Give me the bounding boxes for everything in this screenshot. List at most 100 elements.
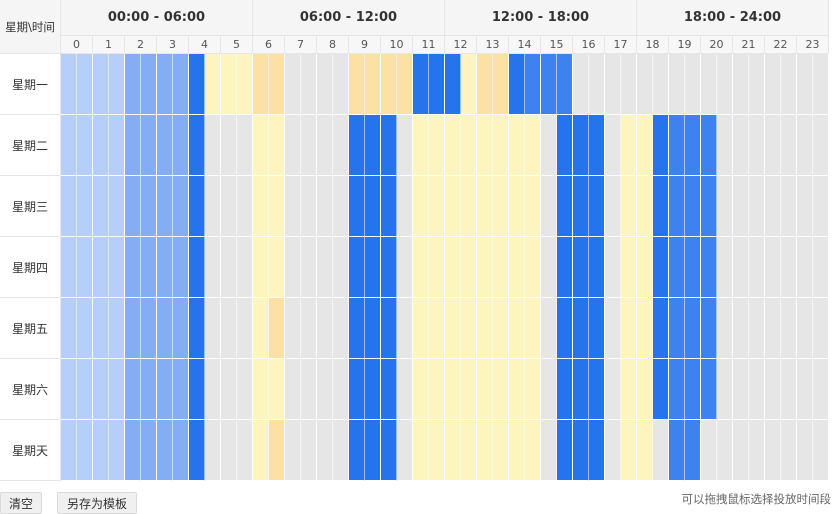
time-slot[interactable] — [77, 237, 93, 298]
time-slot[interactable] — [285, 115, 301, 176]
time-slot[interactable] — [445, 420, 461, 481]
time-slot[interactable] — [253, 298, 269, 359]
time-slot[interactable] — [301, 237, 317, 298]
time-slot[interactable] — [333, 359, 349, 420]
time-slot[interactable] — [477, 420, 493, 481]
time-slot[interactable] — [109, 420, 125, 481]
time-slot[interactable] — [557, 237, 573, 298]
time-slot[interactable] — [333, 176, 349, 237]
time-slot[interactable] — [189, 420, 205, 481]
time-slot[interactable] — [269, 237, 285, 298]
time-slot[interactable] — [317, 420, 333, 481]
time-slot[interactable] — [685, 176, 701, 237]
time-slot[interactable] — [461, 115, 477, 176]
time-slot[interactable] — [349, 54, 365, 115]
time-slot[interactable] — [717, 359, 733, 420]
time-slot[interactable] — [109, 298, 125, 359]
time-slot[interactable] — [205, 420, 221, 481]
time-slot[interactable] — [541, 237, 557, 298]
time-slot[interactable] — [141, 359, 157, 420]
time-slot[interactable] — [157, 298, 173, 359]
time-slot[interactable] — [813, 237, 829, 298]
time-slot[interactable] — [141, 115, 157, 176]
time-slot[interactable] — [749, 176, 765, 237]
time-slot[interactable] — [333, 237, 349, 298]
time-slot[interactable] — [397, 420, 413, 481]
time-slot[interactable] — [237, 176, 253, 237]
time-slot[interactable] — [365, 237, 381, 298]
time-slot[interactable] — [269, 176, 285, 237]
time-slot[interactable] — [93, 115, 109, 176]
time-slot[interactable] — [237, 298, 253, 359]
time-slot[interactable] — [701, 54, 717, 115]
time-slot[interactable] — [93, 176, 109, 237]
time-slot[interactable] — [525, 54, 541, 115]
time-slot[interactable] — [157, 54, 173, 115]
time-slot[interactable] — [333, 54, 349, 115]
time-slot[interactable] — [349, 237, 365, 298]
time-slot[interactable] — [733, 176, 749, 237]
time-slot[interactable] — [285, 420, 301, 481]
time-slot[interactable] — [221, 176, 237, 237]
time-slot[interactable] — [621, 54, 637, 115]
time-slot[interactable] — [557, 115, 573, 176]
time-slot[interactable] — [557, 420, 573, 481]
time-slot[interactable] — [381, 237, 397, 298]
time-slot[interactable] — [349, 115, 365, 176]
time-slot[interactable] — [61, 359, 77, 420]
time-slot[interactable] — [317, 237, 333, 298]
time-slot[interactable] — [733, 359, 749, 420]
time-slot[interactable] — [221, 54, 237, 115]
time-slot[interactable] — [493, 115, 509, 176]
time-slot[interactable] — [125, 298, 141, 359]
time-slot[interactable] — [61, 115, 77, 176]
time-slot[interactable] — [605, 115, 621, 176]
time-slot[interactable] — [717, 298, 733, 359]
time-slot[interactable] — [637, 237, 653, 298]
time-slot[interactable] — [717, 54, 733, 115]
time-slot[interactable] — [205, 115, 221, 176]
time-slot[interactable] — [781, 359, 797, 420]
time-slot[interactable] — [765, 298, 781, 359]
time-slot[interactable] — [205, 237, 221, 298]
time-slot[interactable] — [125, 176, 141, 237]
time-slot[interactable] — [125, 115, 141, 176]
time-slot[interactable] — [205, 298, 221, 359]
time-slot[interactable] — [237, 115, 253, 176]
time-slot[interactable] — [525, 359, 541, 420]
time-slot[interactable] — [765, 237, 781, 298]
time-slot[interactable] — [221, 115, 237, 176]
time-slot[interactable] — [61, 420, 77, 481]
time-slot[interactable] — [461, 176, 477, 237]
time-slot[interactable] — [813, 115, 829, 176]
time-slot[interactable] — [717, 176, 733, 237]
time-slot[interactable] — [157, 115, 173, 176]
time-slot[interactable] — [285, 298, 301, 359]
time-slot[interactable] — [157, 176, 173, 237]
time-slot[interactable] — [509, 54, 525, 115]
time-slot[interactable] — [253, 54, 269, 115]
time-slot[interactable] — [93, 359, 109, 420]
time-slot[interactable] — [637, 420, 653, 481]
time-slot[interactable] — [461, 237, 477, 298]
time-slot[interactable] — [477, 237, 493, 298]
time-slot[interactable] — [429, 359, 445, 420]
time-slot[interactable] — [509, 176, 525, 237]
time-slot[interactable] — [77, 115, 93, 176]
time-slot[interactable] — [349, 298, 365, 359]
time-slot[interactable] — [189, 115, 205, 176]
time-slot[interactable] — [61, 176, 77, 237]
time-slot[interactable] — [237, 54, 253, 115]
time-slot[interactable] — [765, 54, 781, 115]
time-slot[interactable] — [397, 115, 413, 176]
time-slot[interactable] — [813, 298, 829, 359]
time-slot[interactable] — [109, 237, 125, 298]
time-slot[interactable] — [445, 115, 461, 176]
time-slot[interactable] — [733, 237, 749, 298]
time-slot[interactable] — [109, 176, 125, 237]
time-slot[interactable] — [253, 176, 269, 237]
time-slot[interactable] — [429, 115, 445, 176]
time-slot[interactable] — [269, 359, 285, 420]
time-slot[interactable] — [509, 420, 525, 481]
time-slot[interactable] — [765, 420, 781, 481]
